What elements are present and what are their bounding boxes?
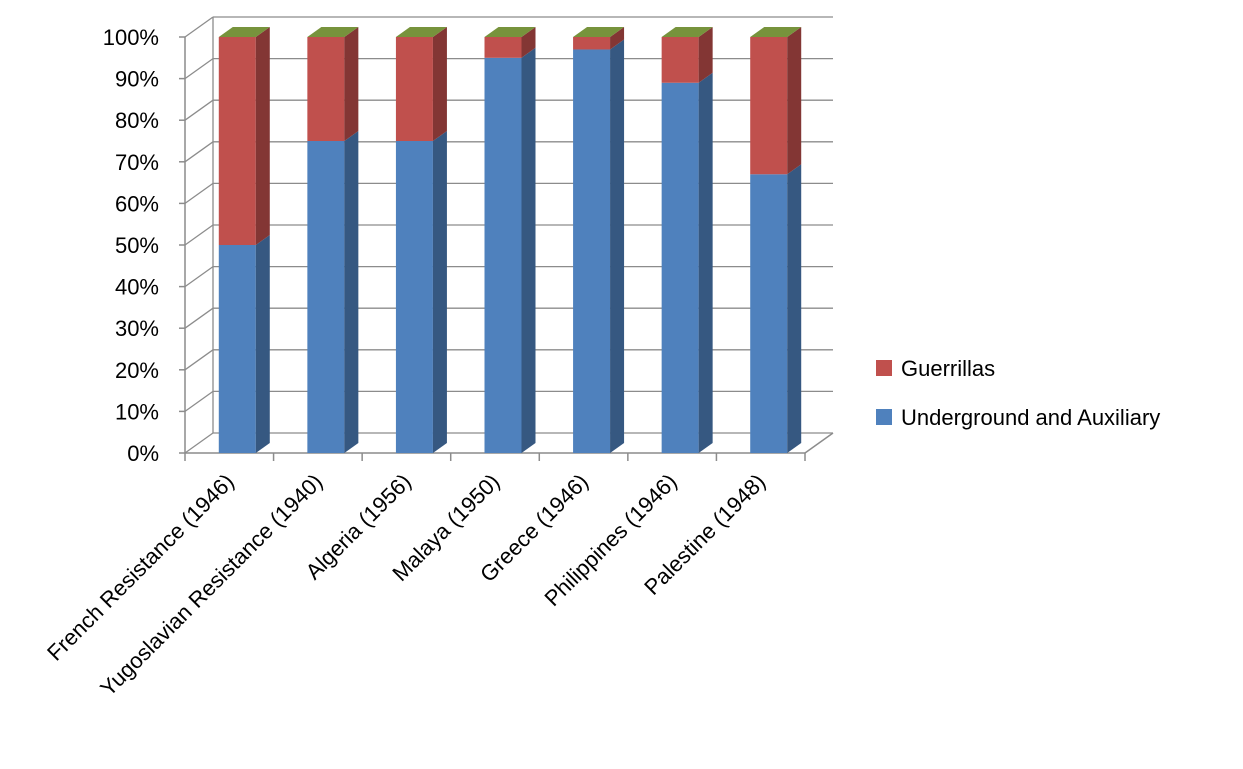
y-tick-label: 50% (115, 233, 159, 258)
bar-side-guerrillas (432, 27, 447, 141)
bar-guerrillas (218, 37, 256, 245)
y-tick-label: 70% (115, 150, 159, 175)
bar-side-underground-and-auxiliary (787, 164, 802, 453)
legend: Guerrillas Underground and Auxiliary (876, 356, 1160, 430)
bar-side-guerrillas (698, 27, 713, 83)
legend-swatch (876, 409, 892, 425)
gridline-side (184, 266, 214, 288)
bar-top-cap (218, 27, 270, 37)
gridline-side (184, 432, 214, 454)
y-tick-label: 80% (115, 108, 159, 133)
y-tick-label: 90% (115, 67, 159, 92)
y-tick-label: 40% (115, 275, 159, 300)
bar-side-underground-and-auxiliary (698, 72, 713, 453)
y-tick-label: 0% (127, 441, 159, 466)
bar-guerrillas (395, 37, 433, 141)
legend-swatch (876, 360, 892, 376)
bar-side-guerrillas (255, 27, 270, 245)
gridline-side (184, 141, 214, 163)
bar-side-underground-and-auxiliary (432, 131, 447, 453)
bar-side-underground-and-auxiliary (521, 47, 536, 454)
gridline-side (184, 307, 214, 329)
y-tick-label: 10% (115, 399, 159, 424)
bar-guerrillas (661, 37, 699, 83)
bar-guerrillas (484, 37, 522, 58)
bar-guerrillas (750, 37, 788, 175)
bar-top-cap (395, 27, 447, 37)
bar-side-guerrillas (610, 27, 625, 50)
legend-label: Underground and Auxiliary (901, 405, 1160, 430)
gridline-side (184, 58, 214, 80)
bar-top-cap (750, 27, 802, 37)
bar-side-underground-and-auxiliary (610, 39, 625, 453)
bar-underground-and-auxiliary (395, 141, 433, 453)
y-tick-label: 20% (115, 358, 159, 383)
floor-edge (804, 432, 834, 454)
gridline-side (184, 99, 214, 121)
bar-underground-and-auxiliary (218, 245, 256, 453)
bar-top-cap (307, 27, 359, 37)
bar-side-underground-and-auxiliary (255, 235, 270, 453)
y-tick-label: 30% (115, 316, 159, 341)
bar-underground-and-auxiliary (661, 82, 699, 453)
gridline-side (184, 224, 214, 246)
gridline-side (184, 16, 214, 38)
bar-guerrillas (307, 37, 345, 141)
bar-side-guerrillas (521, 27, 536, 58)
bars (218, 27, 802, 454)
y-tick-label: 100% (103, 25, 159, 50)
bar-top-cap (661, 27, 713, 37)
bar-underground-and-auxiliary (573, 49, 611, 453)
bar-side-guerrillas (787, 27, 802, 175)
x-tick-label: French Resistance (1946) (42, 469, 239, 666)
gridline-side (184, 349, 214, 371)
gridline-side (184, 390, 214, 412)
bar-guerrillas (573, 37, 611, 50)
bar-side-underground-and-auxiliary (344, 131, 359, 453)
bar-top-cap (573, 27, 625, 37)
gridline-side (184, 182, 214, 204)
bar-underground-and-auxiliary (484, 57, 522, 454)
bar-underground-and-auxiliary (307, 141, 345, 453)
y-tick-label: 60% (115, 191, 159, 216)
bar-top-cap (484, 27, 536, 37)
legend-label: Guerrillas (901, 356, 995, 381)
bar-underground-and-auxiliary (750, 174, 788, 453)
bar-side-guerrillas (344, 27, 359, 141)
